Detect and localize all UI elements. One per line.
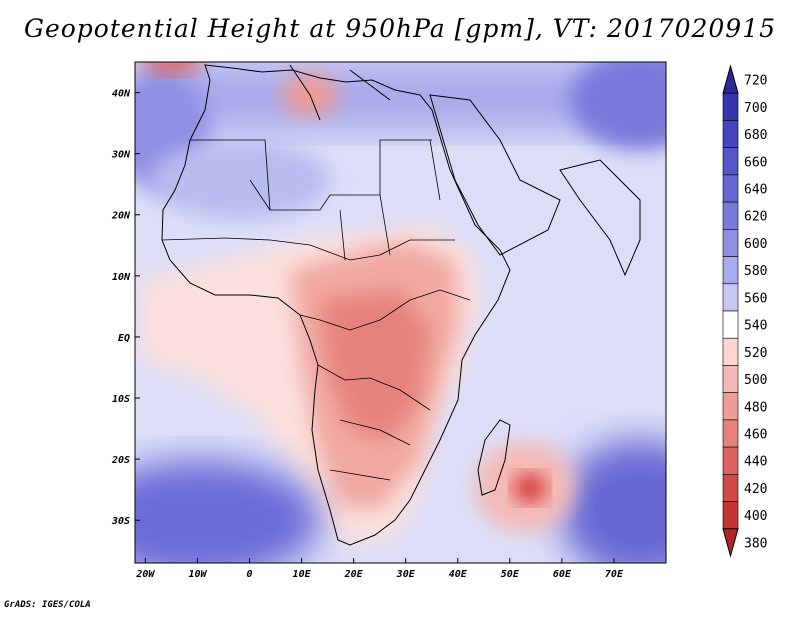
africa-coastline [161, 64, 511, 546]
colorbar-swatch [722, 120, 739, 148]
colorbar-swatch [722, 147, 739, 176]
colorbar-label: 640 [744, 183, 767, 198]
y-tick-label: 10S [112, 394, 130, 405]
x-tick-label: 10W [188, 569, 207, 580]
colorbar-label: 560 [744, 291, 767, 306]
madagascar-coastline [477, 419, 511, 496]
colorbar-label: 680 [744, 128, 767, 143]
colorbar-swatch [722, 392, 739, 421]
x-tick-label: 60E [553, 569, 572, 580]
x-tick-label: 70E [605, 569, 624, 580]
y-axis: 40N 30N 20N 10N EQ 10S 20S 30S [111, 89, 140, 527]
colorbar-swatch [722, 201, 739, 230]
border-sahel [161, 237, 455, 261]
coastlines [161, 64, 641, 546]
sahara-high-region [150, 140, 330, 220]
colorbar-swatch [722, 446, 739, 475]
colorbar-label: 620 [744, 210, 767, 225]
colorbar-label: 580 [744, 264, 767, 279]
colorbar-swatch [722, 92, 739, 121]
tropical-low-deep [320, 290, 430, 440]
colorbar-swatch [722, 174, 739, 203]
colorbar: 720 700 680 660 640 620 600 580 560 540 520 500 480 4… [722, 64, 767, 558]
x-tick-label: 30E [396, 569, 416, 580]
colorbar-label: 460 [744, 428, 767, 443]
colorbar-swatch [722, 365, 739, 393]
colorbar-label: 500 [744, 373, 767, 388]
x-tick-label: 0 [247, 569, 253, 580]
credit-text: GrADS: IGES/COLA [4, 600, 91, 610]
colorbar-label: 380 [744, 536, 767, 551]
colorbar-swatch [722, 419, 739, 448]
x-tick-label: 50E [501, 569, 520, 580]
colorbar-swatch [722, 283, 739, 312]
colorbar-label: 720 [744, 74, 767, 89]
border-equatorial [299, 289, 471, 331]
x-tick-label: 10E [293, 569, 312, 580]
x-axis: 20W 10W 0 10E 20E 30E 40E 50E 60E 70E [135, 558, 624, 580]
colorbar-swatch [722, 337, 739, 366]
cyclone-center [514, 474, 546, 502]
y-tick-label: 40N [112, 89, 131, 100]
y-tick-label: 10N [112, 272, 131, 283]
colorbar-label: 660 [744, 155, 767, 170]
y-tick-label: 20S [111, 455, 130, 466]
arabia-coastline [429, 94, 561, 256]
colorbar-label: 520 [744, 346, 767, 361]
border-verticals [249, 139, 441, 261]
colorbar-label: 440 [744, 455, 767, 470]
y-tick-label: EQ [118, 333, 130, 344]
y-tick-label: 30S [111, 516, 130, 527]
colorbar-swatch [722, 501, 739, 530]
colorbar-swatch [722, 474, 739, 502]
colorbar-swatch [722, 310, 739, 339]
x-tick-label: 20W [135, 569, 155, 580]
colorbar-swatch [722, 229, 739, 257]
asia-high-region [570, 62, 666, 150]
colorbar-label: 540 [744, 319, 767, 334]
border-south [317, 364, 431, 481]
x-tick-label: 40E [449, 569, 468, 580]
map-title: Geopotential Height at 950hPa [gpm], VT:… [23, 14, 777, 43]
country-borders [161, 139, 471, 481]
y-tick-label: 30N [111, 150, 131, 161]
mediterranean-coast [289, 64, 391, 121]
colorbar-label: 600 [744, 237, 767, 252]
india-coastline [559, 159, 641, 277]
colorbar-label: 700 [744, 101, 767, 116]
colorbar-swatch [722, 256, 739, 285]
y-tick-label: 20N [111, 211, 131, 222]
colorbar-label: 420 [744, 482, 767, 497]
colorbar-label: 480 [744, 400, 767, 415]
colorbar-bottom-arrow [722, 528, 739, 558]
south-indian-high [560, 440, 666, 563]
x-tick-label: 20E [344, 569, 364, 580]
border-north [190, 139, 432, 211]
plot-frame [134, 61, 667, 564]
north-atlantic-low [142, 62, 202, 74]
height-field [135, 62, 666, 563]
colorbar-label: 400 [744, 509, 767, 524]
colorbar-top-arrow [722, 64, 739, 94]
south-atlantic-high [135, 460, 320, 563]
